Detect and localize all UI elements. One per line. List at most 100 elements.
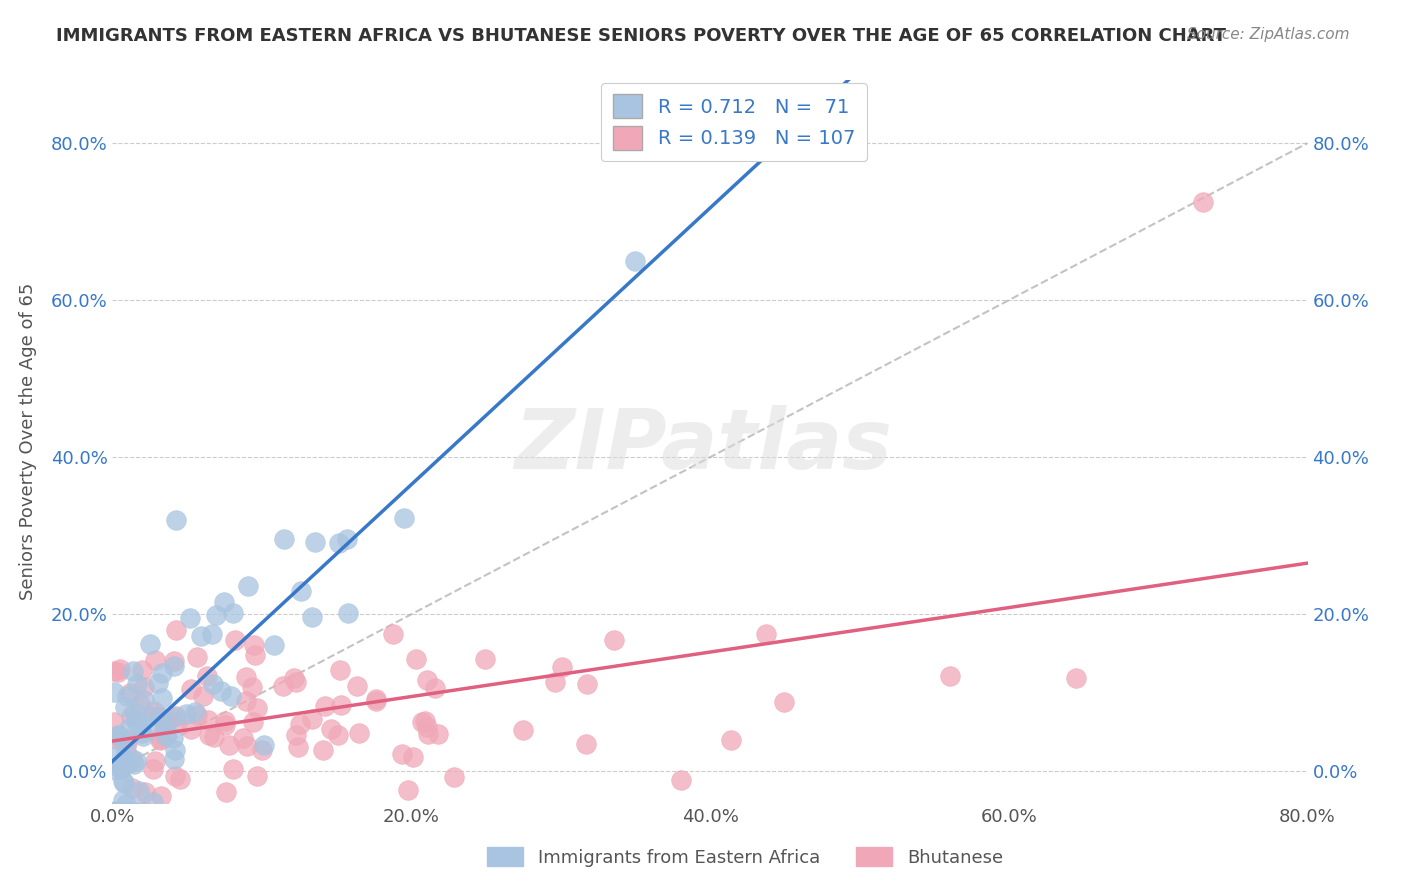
Point	[215, 785, 238, 799]
Point	[165, 623, 187, 637]
Point	[163, 658, 186, 673]
Point	[201, 677, 224, 691]
Point	[110, 763, 132, 777]
Point	[110, 761, 132, 775]
Point	[152, 665, 174, 680]
Point	[287, 739, 309, 754]
Point	[155, 729, 177, 743]
Point	[301, 712, 323, 726]
Point	[139, 637, 162, 651]
Point	[174, 706, 197, 721]
Point	[117, 689, 139, 703]
Point	[221, 763, 243, 777]
Point	[290, 583, 312, 598]
Point	[512, 723, 534, 737]
Point	[381, 626, 404, 640]
Point	[1064, 672, 1087, 686]
Point	[250, 743, 273, 757]
Point	[115, 733, 138, 747]
Point	[132, 693, 155, 707]
Point	[405, 652, 427, 666]
Point	[218, 738, 240, 752]
Point	[142, 796, 165, 810]
Point	[195, 668, 218, 682]
Point	[120, 756, 142, 770]
Point	[214, 714, 236, 728]
Point	[209, 684, 232, 698]
Point	[121, 781, 143, 796]
Text: Source: ZipAtlas.com: Source: ZipAtlas.com	[1187, 27, 1350, 42]
Point	[125, 716, 148, 731]
Point	[242, 680, 264, 694]
Point	[773, 695, 796, 709]
Point	[364, 692, 387, 706]
Point	[245, 701, 267, 715]
Point	[242, 714, 264, 729]
Point	[243, 638, 266, 652]
Y-axis label: Seniors Poverty Over the Age of 65: Seniors Poverty Over the Age of 65	[18, 283, 37, 600]
Point	[364, 694, 387, 708]
Point	[396, 783, 419, 797]
Point	[190, 629, 212, 643]
Point	[114, 699, 136, 714]
Point	[186, 650, 208, 665]
Point	[321, 722, 343, 736]
Point	[132, 729, 155, 743]
Point	[134, 785, 156, 799]
Point	[236, 579, 259, 593]
Point	[122, 757, 145, 772]
Point	[149, 733, 172, 747]
Point	[125, 754, 148, 768]
Point	[416, 720, 439, 734]
Point	[443, 770, 465, 784]
Point	[416, 727, 439, 741]
Point	[125, 677, 148, 691]
Point	[121, 804, 143, 818]
Point	[328, 536, 350, 550]
Point	[162, 731, 184, 745]
Point	[103, 685, 125, 699]
Point	[624, 253, 647, 268]
Point	[134, 680, 156, 694]
Point	[336, 532, 359, 546]
Point	[103, 665, 125, 679]
Point	[163, 752, 186, 766]
Point	[165, 742, 187, 756]
Point	[271, 679, 294, 693]
Point	[245, 648, 267, 663]
Point	[120, 709, 142, 723]
Point	[205, 608, 228, 623]
Point	[148, 676, 170, 690]
Point	[163, 768, 186, 782]
Point	[111, 793, 134, 807]
Point	[347, 726, 370, 740]
Point	[273, 532, 295, 546]
Point	[165, 709, 187, 723]
Point	[938, 669, 960, 683]
Point	[263, 638, 285, 652]
Point	[143, 653, 166, 667]
Point	[180, 723, 202, 737]
Point	[232, 731, 254, 745]
Point	[153, 722, 176, 736]
Point	[128, 784, 150, 798]
Point	[235, 739, 257, 753]
Point	[115, 756, 138, 770]
Point	[337, 606, 360, 620]
Point	[411, 714, 433, 729]
Point	[150, 710, 173, 724]
Point	[156, 714, 179, 728]
Point	[283, 672, 305, 686]
Point	[107, 747, 129, 761]
Point	[235, 670, 257, 684]
Point	[1192, 194, 1215, 209]
Point	[179, 611, 201, 625]
Point	[121, 751, 143, 765]
Point	[141, 709, 163, 723]
Point	[169, 772, 191, 786]
Point	[720, 733, 742, 747]
Point	[191, 689, 214, 703]
Legend: R = 0.712   N =  71, R = 0.139   N = 107: R = 0.712 N = 71, R = 0.139 N = 107	[602, 83, 866, 161]
Point	[131, 663, 153, 677]
Point	[301, 609, 323, 624]
